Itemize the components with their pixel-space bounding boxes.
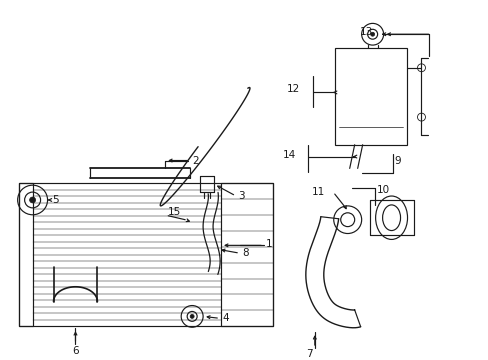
Text: 1: 1: [265, 239, 272, 249]
Text: 15: 15: [168, 207, 181, 217]
Bar: [221, 183, 272, 326]
Circle shape: [370, 32, 374, 36]
Bar: [334, 48, 406, 145]
Text: 11: 11: [311, 187, 324, 197]
Text: 5: 5: [52, 195, 59, 205]
Text: 12: 12: [286, 85, 299, 94]
Text: 13: 13: [359, 27, 372, 37]
Circle shape: [30, 197, 36, 203]
Text: 4: 4: [222, 313, 228, 323]
Text: 2: 2: [192, 156, 198, 166]
Text: 3: 3: [238, 191, 244, 201]
Bar: [19, 183, 272, 326]
Text: 9: 9: [394, 156, 400, 166]
Polygon shape: [203, 192, 220, 274]
Bar: [19, 183, 33, 326]
Text: 10: 10: [376, 185, 389, 195]
Polygon shape: [305, 217, 360, 328]
Text: 14: 14: [282, 150, 295, 159]
Text: 6: 6: [72, 346, 79, 356]
Text: 8: 8: [242, 248, 248, 258]
Circle shape: [190, 314, 194, 318]
Text: 7: 7: [306, 349, 312, 359]
